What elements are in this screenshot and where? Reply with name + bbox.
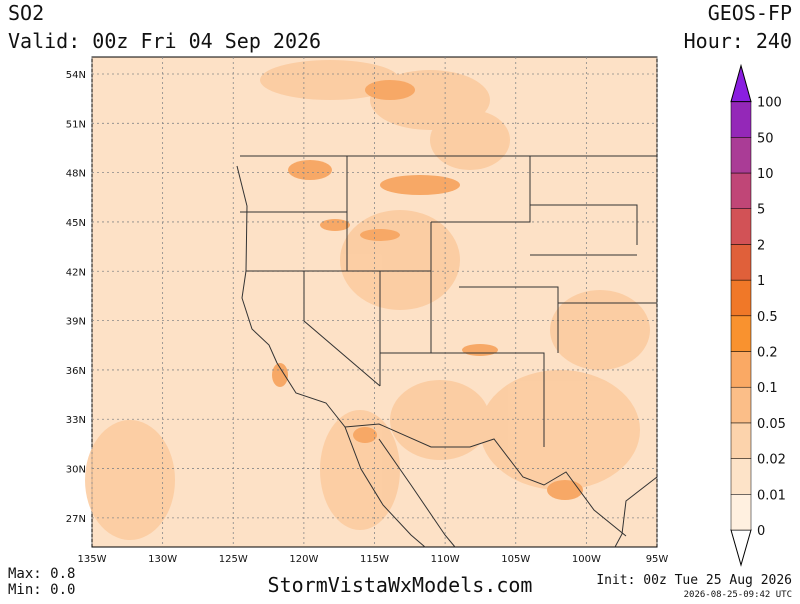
colorbar-label: 0.02	[757, 453, 786, 468]
colorbar-label: 0.5	[757, 310, 778, 325]
lat-label: 48N	[66, 169, 86, 180]
lon-label: 105W	[501, 554, 530, 565]
colorbar-box	[730, 458, 752, 495]
colorbar-label: 0	[757, 524, 765, 539]
colorbar-box	[730, 137, 752, 174]
lat-label: 45N	[66, 218, 86, 229]
lat-label: 51N	[66, 119, 86, 130]
lat-label: 27N	[66, 514, 86, 525]
forecast-hour: Hour: 240	[684, 29, 792, 53]
lat-label: 54N	[66, 70, 86, 81]
colorbar-label: 2	[757, 238, 765, 253]
lat-label: 30N	[66, 465, 86, 476]
colorbar-box	[730, 494, 752, 531]
colorbar-box	[730, 351, 752, 388]
site-name: StormVistaWxModels.com	[268, 573, 533, 597]
min-value: Min: 0.0	[8, 582, 75, 598]
lat-label: 36N	[66, 366, 86, 377]
colorbar-label: 100	[757, 96, 782, 111]
model: GEOS-FP	[708, 1, 792, 25]
colorbar-label: 50	[757, 131, 774, 146]
colorbar: 0 0.01 0.02 0.05 0.1 0.2 0.5 1 2 5 10 50 100	[730, 63, 786, 567]
concentration-peaks	[272, 80, 583, 500]
colorbar-box	[730, 172, 752, 209]
colorbar-box	[730, 208, 752, 245]
colorbar-label: 1	[757, 274, 765, 289]
colorbar-box	[730, 315, 752, 352]
boundaries	[236, 155, 658, 548]
init-time: Init: 00z Tue 25 Aug 2026	[596, 573, 792, 588]
colorbar-label: 0.01	[757, 488, 786, 503]
lat-label: 33N	[66, 415, 86, 426]
lon-label: 125W	[219, 554, 248, 565]
lon-label: 115W	[360, 554, 389, 565]
map	[85, 56, 658, 548]
lon-label: 135W	[78, 554, 107, 565]
timestamp: 2026-08-25-09:42 UTC	[684, 590, 792, 600]
colorbar-label: 10	[757, 167, 774, 182]
colorbar-arrow-high	[730, 63, 752, 103]
lon-label: 100W	[572, 554, 601, 565]
max-value: Max: 0.8	[8, 566, 75, 582]
colorbar-label: 5	[757, 203, 765, 218]
colorbar-box	[730, 422, 752, 459]
colorbar-arrow-low	[730, 529, 752, 567]
valid-time: Valid: 00z Fri 04 Sep 2026	[8, 29, 321, 53]
colorbar-label: 0.1	[757, 381, 778, 396]
colorbar-box	[730, 244, 752, 281]
lon-label: 95W	[646, 554, 669, 565]
colorbar-label: 0.2	[757, 346, 778, 361]
colorbar-box	[730, 101, 752, 138]
colorbar-box	[730, 386, 752, 424]
lon-label: 130W	[148, 554, 177, 565]
lon-label: 110W	[431, 554, 460, 565]
colorbar-label: 0.05	[757, 417, 786, 432]
lat-label: 42N	[66, 267, 86, 278]
lat-label: 39N	[66, 317, 86, 328]
colorbar-box	[730, 279, 752, 317]
variable: SO2	[8, 1, 44, 25]
lon-label: 120W	[289, 554, 318, 565]
